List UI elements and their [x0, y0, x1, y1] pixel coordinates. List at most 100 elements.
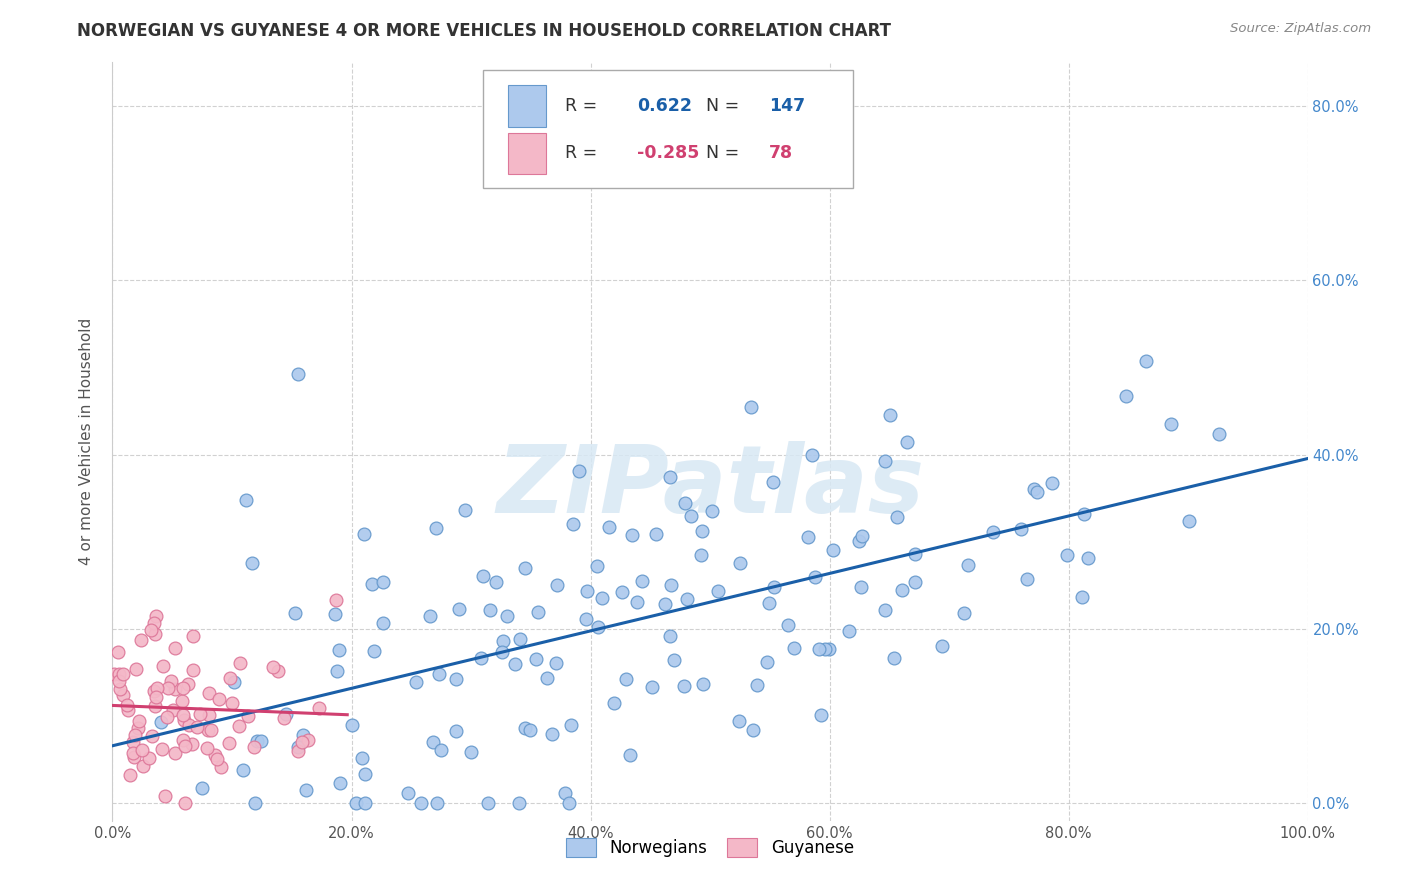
Point: [128, 714, 150, 728]
Point: [240, 556, 263, 570]
Point: [654, 597, 676, 611]
Point: [290, 735, 312, 749]
Point: [1077, 551, 1099, 566]
Point: [208, 691, 231, 706]
Point: [814, 641, 837, 656]
Point: [353, 796, 375, 810]
Point: [851, 529, 873, 543]
Point: [172, 694, 194, 708]
Point: [172, 733, 194, 747]
Point: [807, 642, 830, 657]
Point: [561, 517, 583, 532]
Point: [145, 690, 167, 705]
Point: [163, 681, 186, 696]
Point: [163, 640, 186, 655]
Point: [496, 608, 519, 623]
Point: [200, 723, 222, 737]
Point: [228, 719, 250, 733]
Point: [626, 595, 648, 609]
Point: [931, 639, 953, 653]
Point: [143, 627, 166, 641]
Point: [645, 527, 668, 541]
Point: [426, 796, 449, 810]
Point: [491, 645, 513, 659]
Point: [879, 408, 901, 422]
Point: [405, 674, 427, 689]
Point: [503, 657, 526, 671]
Point: [659, 577, 682, 591]
Point: [776, 618, 799, 632]
Point: [396, 786, 419, 800]
Point: [1056, 548, 1078, 562]
Point: [706, 584, 728, 599]
Point: [1026, 485, 1049, 500]
Point: [172, 681, 194, 695]
Point: [586, 619, 609, 633]
FancyBboxPatch shape: [508, 133, 547, 174]
Point: [492, 633, 515, 648]
Point: [250, 733, 273, 747]
Point: [886, 509, 908, 524]
Point: [373, 575, 395, 590]
Point: [197, 723, 219, 737]
Point: [112, 666, 135, 681]
Text: -0.285: -0.285: [637, 145, 700, 162]
Point: [297, 733, 319, 747]
Point: [728, 714, 751, 728]
Point: [758, 596, 780, 610]
Text: ZIPatlas: ZIPatlas: [496, 441, 924, 533]
Point: [673, 496, 696, 510]
Point: [291, 728, 314, 742]
Point: [810, 708, 832, 723]
Point: [152, 659, 174, 673]
Point: [430, 743, 453, 757]
Point: [1010, 522, 1032, 536]
Point: [153, 789, 176, 803]
Point: [546, 577, 568, 591]
Point: [127, 721, 149, 735]
Point: [598, 520, 620, 534]
Point: [896, 434, 918, 449]
Point: [745, 677, 768, 691]
Point: [849, 581, 872, 595]
Point: [422, 735, 444, 749]
Point: [544, 656, 567, 670]
Point: [219, 671, 242, 685]
Point: [174, 739, 197, 753]
Point: [353, 527, 375, 541]
Point: [409, 796, 432, 810]
Text: 78: 78: [769, 145, 793, 162]
Point: [477, 796, 499, 810]
Point: [659, 470, 682, 484]
Point: [186, 720, 208, 734]
Point: [1135, 354, 1157, 368]
Point: [848, 534, 870, 549]
Point: [111, 688, 134, 702]
Point: [591, 591, 613, 605]
Text: NORWEGIAN VS GUYANESE 4 OR MORE VEHICLES IN HOUSEHOLD CORRELATION CHART: NORWEGIAN VS GUYANESE 4 OR MORE VEHICLES…: [77, 22, 891, 40]
Point: [354, 766, 377, 780]
Point: [575, 583, 598, 598]
Point: [586, 559, 609, 574]
Point: [273, 711, 295, 725]
Point: [952, 606, 974, 620]
Point: [904, 547, 927, 561]
Point: [740, 400, 762, 414]
Text: 147: 147: [769, 96, 804, 115]
Point: [287, 744, 309, 758]
Point: [141, 729, 163, 743]
Point: [444, 724, 467, 739]
Point: [454, 503, 477, 517]
Point: [519, 723, 541, 737]
Point: [143, 615, 166, 630]
Point: [797, 530, 820, 544]
Point: [323, 607, 346, 622]
Point: [513, 561, 536, 575]
Point: [672, 679, 695, 693]
Point: [641, 681, 664, 695]
Point: [873, 454, 896, 468]
Point: [295, 782, 318, 797]
Point: [287, 367, 309, 381]
Point: [328, 643, 350, 657]
Text: Source: ZipAtlas.com: Source: ZipAtlas.com: [1230, 22, 1371, 36]
